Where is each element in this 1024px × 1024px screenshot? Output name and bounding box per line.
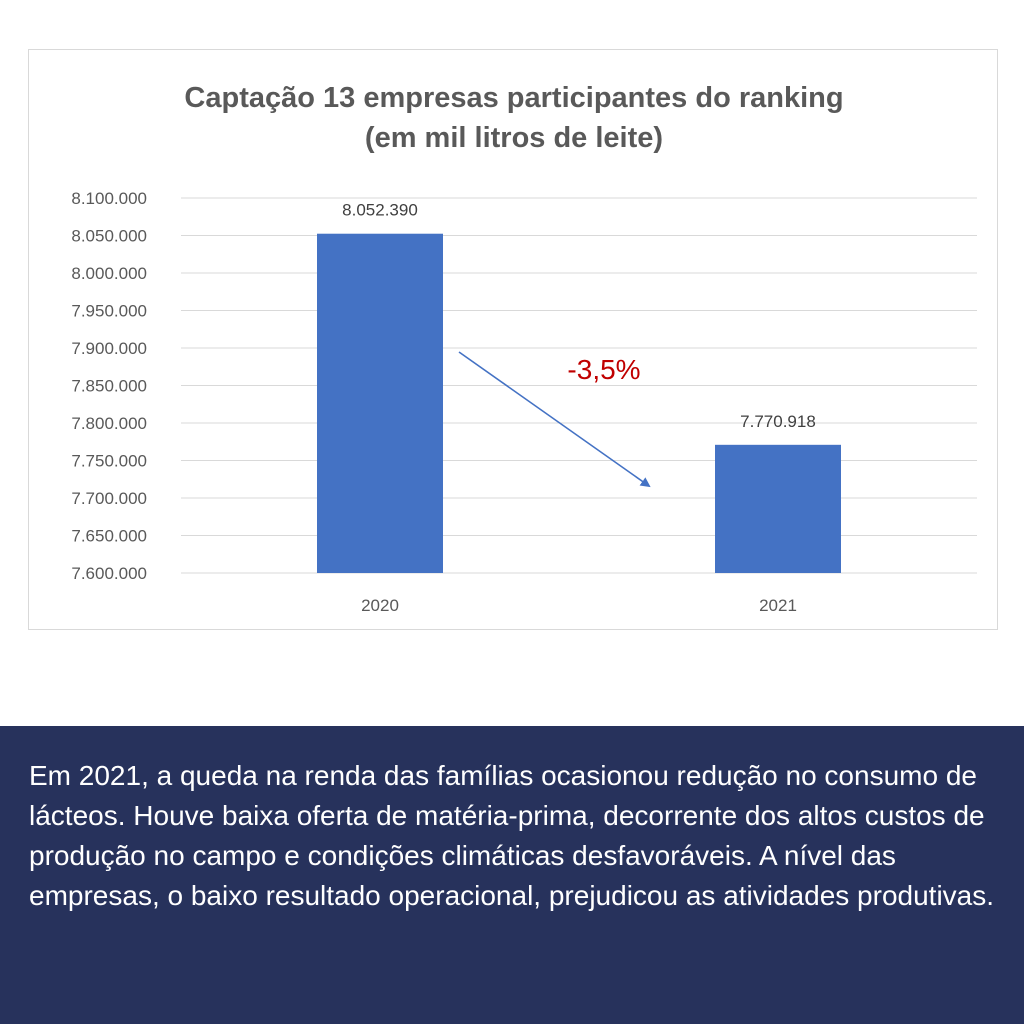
chart-title-line-2: (em mil litros de leite) [364, 122, 664, 154]
y-tick-label: 7.950.000 [71, 302, 147, 321]
caption-text: Em 2021, a queda na renda das famílias o… [29, 760, 995, 911]
chart-title: Captação 13 empresas participantes do ra… [29, 78, 999, 158]
y-tick-label: 7.700.000 [71, 489, 147, 508]
chart-title-line-1: Captação 13 empresas participantes do ra… [184, 82, 844, 114]
bar-2021 [715, 444, 841, 573]
data-label-2020: 8.052.390 [342, 201, 418, 220]
change-percentage-label: -3,5% [567, 354, 640, 385]
y-tick-label: 7.850.000 [71, 377, 147, 396]
y-tick-label: 8.100.000 [71, 189, 147, 208]
x-axis-ticks: 2020 2021 [361, 596, 797, 615]
y-axis-ticks: 7.600.000 7.650.000 7.700.000 7.750.000 7.80… [71, 189, 147, 583]
y-tick-label: 8.050.000 [71, 227, 147, 246]
x-tick-label-2021: 2021 [759, 596, 797, 615]
bars [317, 233, 841, 573]
y-tick-label: 7.650.000 [71, 527, 147, 546]
data-label-2021: 7.770.918 [740, 412, 816, 431]
x-tick-label-2020: 2020 [361, 596, 399, 615]
chart-frame: Captação 13 empresas participantes do ra… [28, 49, 998, 630]
annotation-group: -3,5% [458, 351, 651, 488]
decline-arrow [458, 351, 651, 488]
bar-chart: 7.600.000 7.650.000 7.700.000 7.750.000 7.80… [71, 189, 977, 615]
y-tick-label: 8.000.000 [71, 264, 147, 283]
bar-2020 [317, 233, 443, 573]
y-tick-label: 7.600.000 [71, 564, 147, 583]
y-tick-label: 7.800.000 [71, 414, 147, 433]
caption-panel: Em 2021, a queda na renda das famílias o… [0, 726, 1024, 1024]
gridlines [181, 197, 977, 574]
y-tick-label: 7.900.000 [71, 339, 147, 358]
y-tick-label: 7.750.000 [71, 452, 147, 471]
data-labels: 8.052.390 7.770.918 [342, 201, 816, 431]
